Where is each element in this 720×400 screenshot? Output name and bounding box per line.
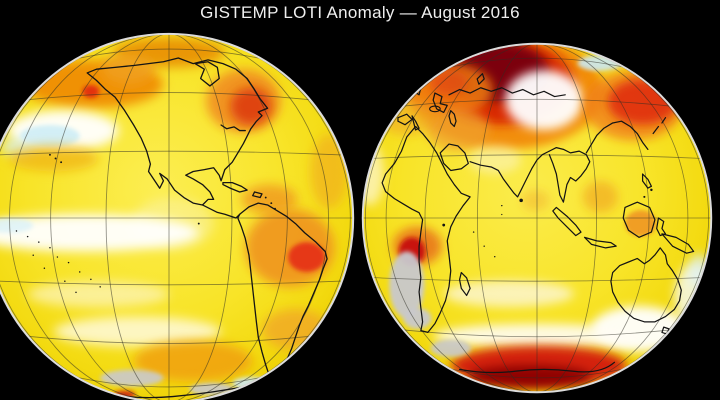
anomaly-south-indian-ocean-pale-band <box>443 280 574 307</box>
coast-sumatra <box>552 206 582 237</box>
coast-china <box>585 120 649 154</box>
polynesia-islands <box>38 241 40 243</box>
coast-antarctic-peninsula <box>253 382 278 392</box>
coast-arabia <box>439 143 469 172</box>
coast-africa <box>381 125 471 334</box>
polynesia-islands <box>49 247 51 249</box>
anomaly-midlat-pacific-warm-band <box>9 145 99 172</box>
coast-japan <box>652 117 667 135</box>
polynesia-islands <box>78 271 81 273</box>
polynesia-islands <box>43 267 46 269</box>
globe-western-hemisphere <box>0 32 355 400</box>
coastlines-africa-asia-australia <box>381 73 695 374</box>
anomaly-equatorial-pacific-cool <box>0 218 34 233</box>
coast-new-guinea <box>661 233 695 254</box>
globe-limb-western <box>0 32 355 400</box>
coast-scandinavia <box>432 92 448 114</box>
polynesia-islands <box>32 254 34 256</box>
coast-iberia <box>397 113 413 126</box>
coast-great-lakes <box>220 124 246 132</box>
coast-north-america <box>86 57 269 206</box>
anomaly-caspian-warm <box>426 108 490 152</box>
polynesia-islands <box>64 280 66 282</box>
polynesia-islands <box>67 261 70 264</box>
anomaly-central-asia-neutral <box>505 70 583 130</box>
antilles-islands <box>270 202 273 205</box>
anomaly-north-pacific-red-spot <box>82 85 100 99</box>
lake-victoria <box>442 223 446 227</box>
graticule-western <box>0 33 354 400</box>
indian-ocean-islands <box>472 231 475 233</box>
globe-limb-eastern <box>361 42 713 394</box>
coast-java <box>583 236 617 249</box>
coast-caspian-sea <box>448 110 457 128</box>
polynesia-islands <box>56 256 59 258</box>
globe-eastern-hemisphere <box>361 42 713 394</box>
hawaii-islands <box>49 153 51 156</box>
graticule-eastern <box>362 43 712 393</box>
anomaly-southern-africa-gray-no-data-2 <box>403 307 432 329</box>
anomaly-south-pacific-pale-band <box>27 281 169 308</box>
maldives-islands <box>501 204 503 207</box>
galapagos-islands <box>197 222 200 225</box>
indian-ocean-islands <box>494 256 496 258</box>
indian-ocean-islands <box>483 245 485 247</box>
philippine-islands <box>650 188 653 192</box>
anomaly-southern-ocean-pale-band <box>53 316 222 347</box>
polynesia-islands <box>99 286 101 288</box>
anomaly-southern-africa-gray-no-data <box>389 251 425 319</box>
polynesia-islands <box>90 278 92 281</box>
polynesia-islands <box>75 291 77 294</box>
anomaly-alaska-interior-warm <box>102 54 155 85</box>
coast-madagascar <box>458 271 471 297</box>
sri-lanka-island <box>519 198 523 203</box>
antilles-islands <box>274 207 276 210</box>
anomaly-east-brazil-hot <box>288 242 326 272</box>
anomaly-bay-of-bengal-warm-hint <box>521 189 550 211</box>
hawaii-islands <box>60 161 63 164</box>
maldives-islands <box>501 213 503 216</box>
hawaii-islands <box>54 157 57 160</box>
antilles-islands <box>264 196 267 199</box>
philippine-islands <box>643 195 646 198</box>
anomaly-antarctic-gray-no-data <box>100 369 164 387</box>
coast-siberia-arctic <box>448 87 566 98</box>
anomaly-arabian-sea-pale <box>468 145 522 174</box>
coast-indochina-malaya <box>548 146 591 203</box>
coast-australia <box>610 247 682 323</box>
map-title: GISTEMP LOTI Anomaly — August 2016 <box>200 3 520 22</box>
coast-south-america <box>237 202 328 383</box>
anomaly-indochina-warm <box>582 181 618 213</box>
coast-hispaniola <box>252 191 263 199</box>
polynesia-islands <box>15 230 18 232</box>
coast-antarctica-east <box>458 361 616 374</box>
coast-italy <box>411 115 420 131</box>
coast-philippines <box>641 173 653 189</box>
anomaly-east-europe-hot-core <box>429 70 469 95</box>
coast-novaya-zemlya <box>476 73 485 85</box>
coast-borneo <box>622 201 656 238</box>
coast-cuba <box>222 182 248 193</box>
anomaly-southern-ocean-warm <box>133 340 253 382</box>
coast-south-asia-india <box>469 150 550 198</box>
polynesia-islands <box>26 235 29 238</box>
anomaly-northeast-canada-hot <box>230 87 272 125</box>
coast-sulawesi <box>656 217 667 237</box>
coast-central-america <box>201 204 241 219</box>
coast-hudson-bay <box>194 61 220 87</box>
anomaly-subantarctic-pale-band <box>433 323 645 349</box>
coast-black-sea <box>429 105 441 113</box>
